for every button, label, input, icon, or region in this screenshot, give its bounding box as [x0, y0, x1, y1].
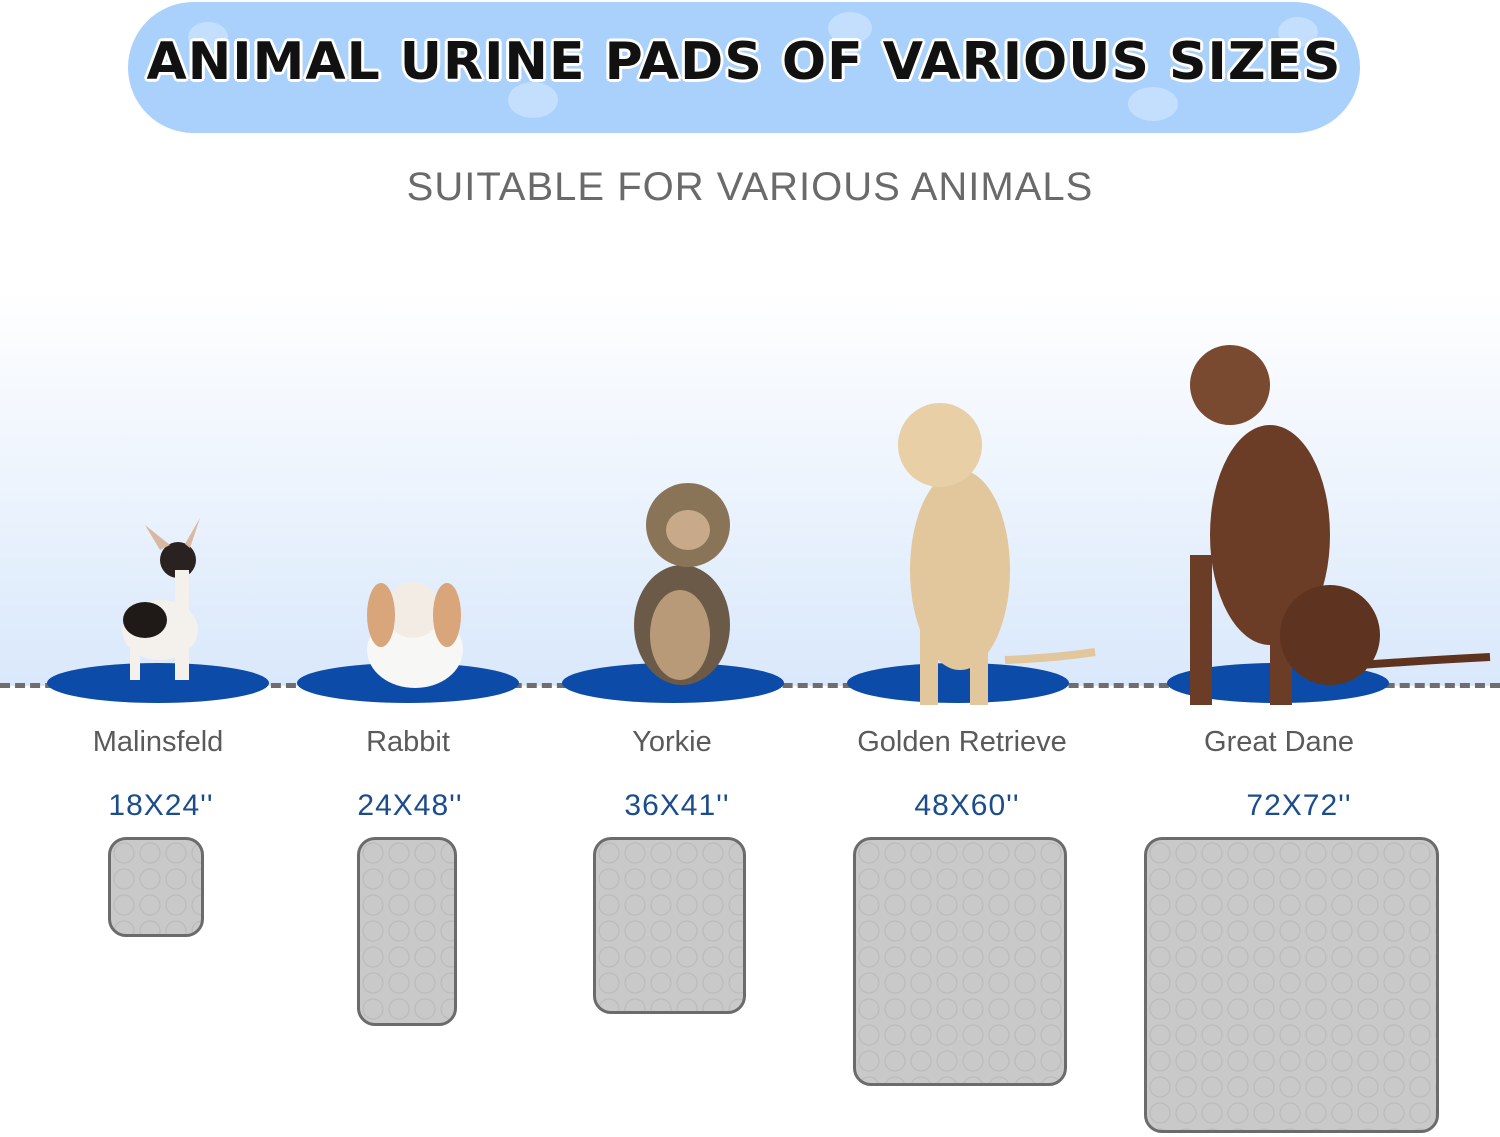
pad-size: 36X41'' — [624, 789, 730, 822]
banner-title: ANIMAL URINE PADS OF VARIOUS SIZES — [146, 32, 1342, 92]
pad-size: 48X60'' — [914, 789, 1020, 822]
great-dane-image — [1190, 345, 1491, 705]
pad-size: 18X24'' — [108, 789, 214, 822]
animal-label: Great Dane — [1204, 726, 1354, 758]
golden-retriever-image — [898, 403, 1096, 705]
pad-size: 24X48'' — [357, 789, 463, 822]
paw-print-icon — [1278, 17, 1318, 47]
chihuahua-image — [122, 518, 200, 680]
pad-72x72 — [1144, 837, 1439, 1133]
animal-label: Rabbit — [366, 726, 450, 758]
subtitle: SUITABLE FOR VARIOUS ANIMALS — [406, 165, 1094, 209]
animal-label: Malinsfeld — [92, 726, 224, 758]
title-banner: ANIMAL URINE PADS OF VARIOUS SIZES — [128, 2, 1360, 133]
paw-print-icon — [828, 12, 872, 44]
paw-print-icon — [188, 22, 228, 52]
pad-size: 72X72'' — [1246, 789, 1352, 822]
mat-malinsfeld — [47, 663, 269, 703]
yorkie-image — [634, 483, 730, 685]
animal-label: Golden Retrieve — [857, 726, 1067, 758]
pad-18x24 — [108, 837, 204, 937]
pad-48x60 — [853, 837, 1067, 1086]
rabbit-image — [367, 582, 463, 688]
pad-36x41 — [593, 837, 746, 1014]
paw-print-icon — [1128, 87, 1178, 121]
animal-label: Yorkie — [632, 726, 712, 758]
pad-24x48 — [357, 837, 457, 1026]
paw-print-icon — [508, 82, 558, 118]
